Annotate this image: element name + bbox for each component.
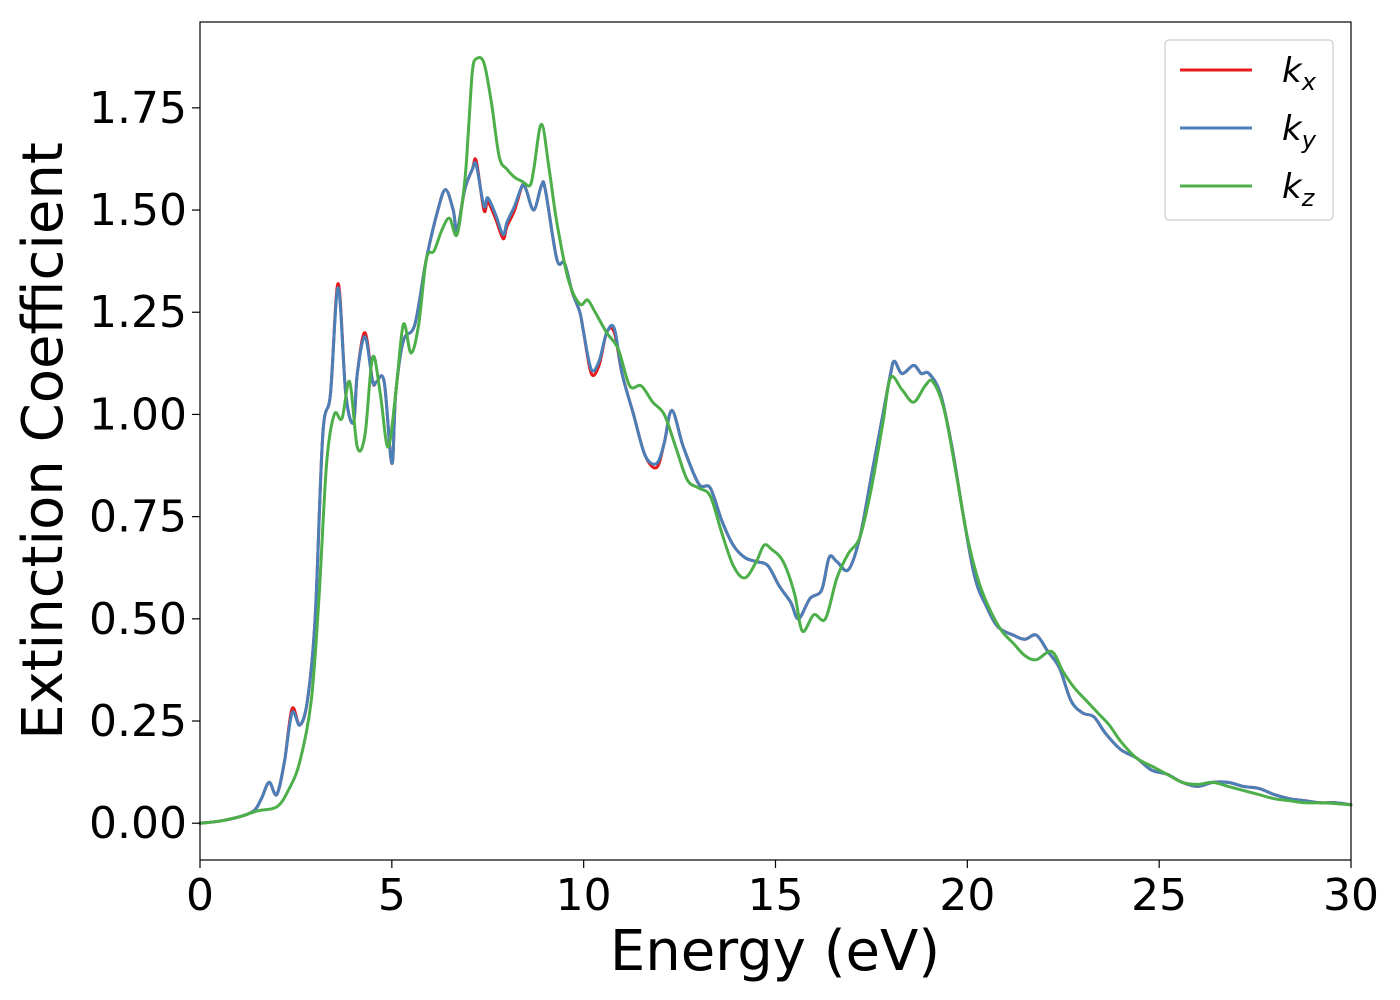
x-axis: 0 5 10 15 20 25 30 <box>186 860 1379 921</box>
y-tick-label: 1.75 <box>89 83 187 134</box>
x-tick-label: 25 <box>1131 870 1187 921</box>
y-tick-label: 1.25 <box>89 287 187 338</box>
legend-label-ky: ky <box>1282 109 1317 154</box>
legend-box <box>1164 39 1334 221</box>
x-tick-label: 5 <box>378 870 406 921</box>
x-axis-title: Energy (eV) <box>610 919 940 984</box>
y-tick-label: 0.50 <box>89 594 187 645</box>
x-tick-label: 10 <box>556 870 612 921</box>
y-tick-label: 0.75 <box>89 492 187 543</box>
y-axis-title: Extinction Coefficient <box>11 142 76 740</box>
plot-area <box>200 22 1351 860</box>
x-tick-label: 20 <box>939 870 995 921</box>
series-layer <box>198 56 1353 825</box>
y-axis: 0.00 0.25 0.50 0.75 1.00 1.25 1.50 1.75 <box>89 83 200 849</box>
series-line-kz <box>198 56 1353 825</box>
y-tick-label: 0.25 <box>89 696 187 747</box>
series-line-ky <box>198 161 1353 825</box>
y-tick-label: 1.00 <box>89 389 187 440</box>
y-tick-label: 0.00 <box>89 798 187 849</box>
x-tick-label: 15 <box>748 870 804 921</box>
x-tick-label: 30 <box>1323 870 1379 921</box>
x-tick-label: 0 <box>186 870 214 921</box>
y-tick-label: 1.50 <box>89 185 187 236</box>
